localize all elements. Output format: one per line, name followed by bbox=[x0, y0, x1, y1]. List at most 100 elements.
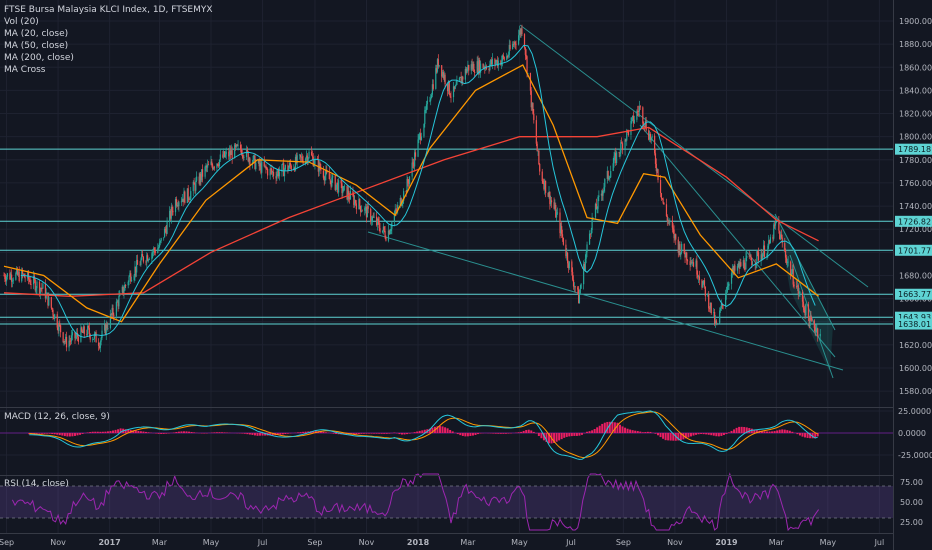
candle-body bbox=[479, 63, 482, 73]
candle-body bbox=[317, 159, 319, 172]
macd-hist-bar bbox=[593, 428, 596, 433]
candle-body bbox=[249, 158, 251, 165]
candle-body bbox=[413, 163, 415, 167]
macd-hist-bar bbox=[251, 433, 254, 435]
candle-body bbox=[177, 205, 179, 207]
candle-body bbox=[419, 133, 421, 136]
candle-body bbox=[397, 205, 399, 211]
macd-hist-bar bbox=[119, 428, 122, 433]
candle-body bbox=[490, 59, 493, 65]
candle-body bbox=[148, 259, 150, 261]
candle-body bbox=[372, 216, 374, 218]
candle-body bbox=[703, 280, 705, 284]
candle-body bbox=[295, 156, 297, 164]
trend-line bbox=[639, 124, 836, 358]
candle-body bbox=[797, 285, 799, 295]
macd-hist-bar bbox=[717, 433, 720, 437]
candle-body bbox=[284, 165, 286, 170]
candle-body bbox=[760, 254, 762, 261]
candle-body bbox=[373, 216, 375, 218]
macd-hist-bar bbox=[565, 433, 568, 437]
candle-body bbox=[324, 175, 326, 181]
candle-body bbox=[639, 106, 641, 108]
macd-hist-bar bbox=[760, 431, 763, 433]
candle-body bbox=[355, 203, 357, 210]
macd-hist-bar bbox=[603, 422, 606, 433]
candle-body bbox=[174, 199, 177, 213]
candle-body bbox=[58, 322, 60, 331]
candle-body bbox=[614, 153, 616, 156]
candle-body bbox=[130, 273, 132, 282]
legend-vol[interactable]: Vol (20) bbox=[4, 17, 39, 27]
macd-hist-bar bbox=[94, 431, 97, 433]
candle-body bbox=[287, 165, 289, 171]
macd-hist-bar bbox=[816, 433, 819, 437]
macd-hist-bar bbox=[611, 421, 614, 433]
candle-body bbox=[384, 230, 386, 238]
candle-body bbox=[768, 240, 770, 246]
candle-body bbox=[696, 260, 698, 275]
candle-body bbox=[311, 155, 314, 157]
candle-body bbox=[538, 150, 540, 164]
candle-body bbox=[736, 266, 739, 271]
candle-body bbox=[757, 251, 759, 253]
candle-body bbox=[81, 327, 83, 332]
candle-body bbox=[288, 167, 290, 171]
candle-body bbox=[371, 216, 374, 221]
legend-symbol[interactable]: FTSE Bursa Malaysia KLCI Index, 1D, FTSE… bbox=[4, 5, 213, 15]
candle-body bbox=[473, 63, 475, 72]
candle-body bbox=[83, 326, 85, 334]
candle-body bbox=[408, 176, 411, 184]
level-price-label: 1643.93 bbox=[898, 313, 931, 322]
macd-hist-bar bbox=[695, 433, 698, 435]
legend-ma20[interactable]: MA (20, close) bbox=[4, 29, 69, 39]
candle-body bbox=[65, 336, 67, 342]
legend-ma50[interactable]: MA (50, close) bbox=[4, 41, 69, 51]
candle-body bbox=[514, 41, 516, 44]
candle-body bbox=[63, 341, 65, 343]
time-axis[interactable]: Sep Nov 2017 Mar May Jul Sep Nov 2018 Mar May Jul Se… bbox=[0, 538, 884, 547]
candle-body bbox=[47, 292, 49, 306]
legend-ma200[interactable]: MA (200, close) bbox=[4, 53, 74, 63]
candle-body bbox=[512, 44, 514, 49]
time-tick-label: May bbox=[511, 538, 528, 547]
macd-hist-bar bbox=[370, 433, 373, 434]
price-tick-label: 1580.00 bbox=[899, 387, 932, 396]
candle-body bbox=[602, 190, 604, 196]
legend: FTSE Bursa Malaysia KLCI Index, 1D, FTSE… bbox=[4, 4, 213, 76]
macd-hist-bar bbox=[89, 432, 92, 433]
legend-macross[interactable]: MA Cross bbox=[4, 65, 46, 75]
candle-body bbox=[394, 209, 396, 216]
candle-body bbox=[424, 110, 426, 125]
macd-hist-bar bbox=[423, 429, 426, 433]
candle-body bbox=[151, 253, 153, 260]
candle-body bbox=[631, 117, 633, 122]
candle-body bbox=[142, 256, 145, 262]
macd-hist-bar bbox=[271, 433, 274, 436]
candle-body bbox=[258, 160, 260, 167]
candle-body bbox=[139, 264, 141, 266]
candle-body bbox=[748, 255, 750, 257]
candle-body bbox=[387, 230, 390, 241]
candle-body bbox=[430, 94, 433, 99]
candle-body bbox=[296, 155, 298, 164]
price-axis[interactable]: 1580.001600.001620.001640.001660.001680.… bbox=[894, 0, 932, 550]
candle-body bbox=[447, 81, 450, 92]
candle-body bbox=[56, 314, 58, 328]
candle-body bbox=[193, 181, 195, 185]
candle-body bbox=[257, 160, 259, 163]
candle-body bbox=[479, 60, 481, 73]
candle-body bbox=[425, 110, 427, 111]
candle-body bbox=[707, 294, 709, 297]
candle-body bbox=[38, 281, 41, 294]
candle-body bbox=[50, 297, 52, 308]
macd-hist-bar bbox=[400, 433, 403, 435]
macd-label[interactable]: MACD (12, 26, close, 9) bbox=[4, 412, 110, 422]
candle-body bbox=[223, 151, 225, 158]
rsi-label[interactable]: RSI (14, close) bbox=[4, 479, 69, 489]
time-tick-label: 2017 bbox=[98, 538, 120, 547]
candle-body bbox=[654, 153, 657, 164]
candle-body bbox=[341, 183, 343, 194]
candle-body bbox=[343, 186, 345, 192]
